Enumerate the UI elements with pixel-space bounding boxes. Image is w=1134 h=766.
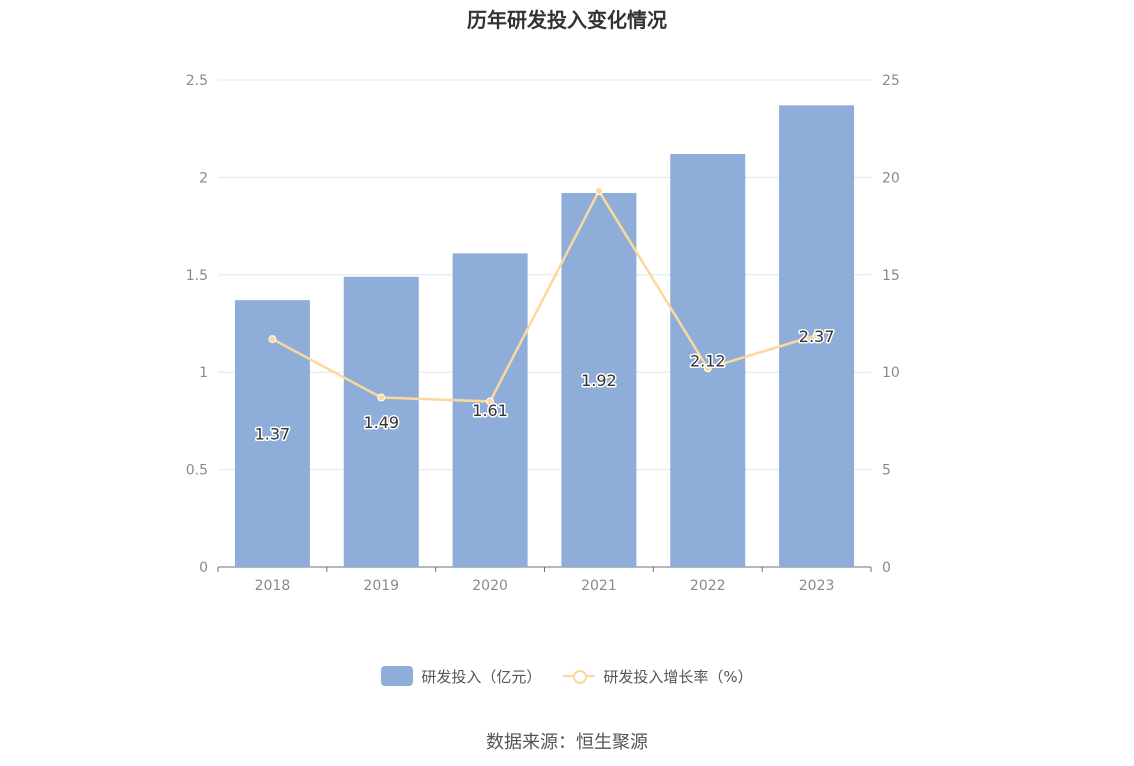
x-tick-label: 2020 bbox=[472, 578, 508, 594]
y-right-tick-label: 15 bbox=[882, 268, 900, 284]
legend-bar-swatch bbox=[381, 666, 414, 686]
y-right-tick-label: 10 bbox=[882, 365, 900, 381]
y-right-tick-label: 20 bbox=[882, 170, 900, 186]
bar bbox=[452, 253, 528, 567]
legend: 研发投入（亿元） 研发投入增长率（%） bbox=[0, 664, 1134, 688]
y-left-tick-label: 2.5 bbox=[186, 73, 208, 89]
legend-bar-label: 研发投入（亿元） bbox=[421, 667, 542, 686]
y-left-tick-label: 1.5 bbox=[186, 268, 208, 284]
y-left-tick-label: 1 bbox=[199, 365, 208, 381]
bar-series bbox=[234, 105, 855, 568]
x-tick-label: 2019 bbox=[363, 578, 399, 594]
grid-lines bbox=[218, 79, 871, 471]
x-tick-label: 2021 bbox=[581, 578, 617, 594]
line-series bbox=[268, 187, 821, 406]
bar-data-label: 1.61 bbox=[472, 401, 508, 420]
y-left-tick-label: 2 bbox=[199, 170, 208, 186]
x-tick-label: 2023 bbox=[799, 578, 835, 594]
bar-data-label: 1.92 bbox=[581, 371, 617, 390]
bar bbox=[561, 192, 637, 567]
legend-item-bar[interactable]: 研发投入（亿元） bbox=[381, 666, 541, 687]
bar-data-label: 2.12 bbox=[690, 352, 726, 371]
line-point bbox=[812, 331, 821, 340]
line-point bbox=[703, 364, 712, 373]
y-left-tick-label: 0 bbox=[199, 560, 208, 576]
bar bbox=[343, 276, 419, 567]
bar-data-label: 1.49 bbox=[363, 413, 399, 432]
chart-title: 历年研发投入变化情况 bbox=[467, 8, 667, 32]
growth-line bbox=[271, 188, 817, 403]
legend-line-swatch bbox=[563, 666, 596, 686]
line-point bbox=[377, 393, 386, 402]
line-point bbox=[486, 397, 495, 406]
y-right-tick-label: 25 bbox=[882, 73, 900, 89]
x-tick-label: 2018 bbox=[255, 578, 291, 594]
y-left-tick-label: 0.5 bbox=[186, 463, 208, 479]
bar-data-label: 1.37 bbox=[255, 425, 291, 444]
y-right-tick-label: 5 bbox=[882, 463, 891, 479]
bar-data-label: 2.37 bbox=[799, 327, 835, 346]
y-right-tick-label: 0 bbox=[882, 560, 891, 576]
legend-line-label: 研发投入增长率（%） bbox=[603, 667, 753, 686]
axes: 0 0.5 1 1.5 2 2.5 0 5 10 15 20 25 2018 2019 2020 2021 20… bbox=[186, 73, 900, 594]
bar-data-labels: 1.37 1.49 1.61 1.92 2.12 2.37 bbox=[253, 326, 836, 445]
bar bbox=[234, 300, 310, 567]
x-tick-label: 2022 bbox=[690, 578, 726, 594]
line-point bbox=[594, 187, 603, 196]
line-point bbox=[268, 335, 277, 344]
legend-item-line[interactable]: 研发投入增长率（%） bbox=[563, 666, 753, 687]
data-source-note: 数据来源：恒生聚源 bbox=[486, 732, 648, 753]
